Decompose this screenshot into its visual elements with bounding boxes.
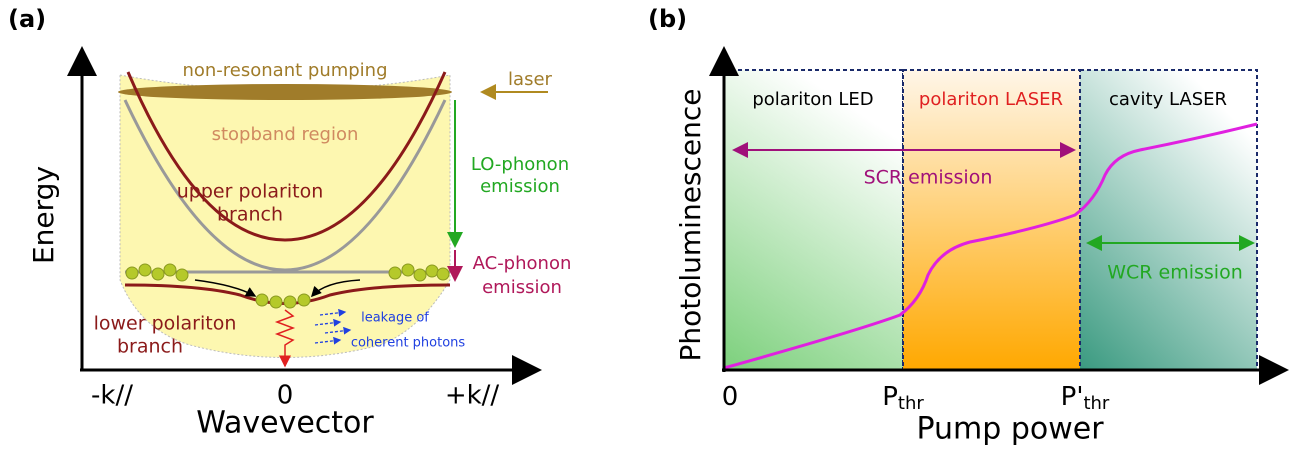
lo-label: emission [480,176,560,197]
region-led [724,70,903,370]
scr-label: SCR emission [864,167,993,189]
figure: (a) non-resonant pumping laser stopband … [0,0,1309,450]
x-tick-label: 0 [277,381,294,411]
x-tick-label: -k// [91,381,133,411]
upper-branch-label: upper polariton [177,181,324,203]
panel-b: (b) polariton LED polariton LASER cavity… [648,5,1283,447]
x-tick-label: P'thr [1061,382,1110,415]
stopband-label: stopband region [212,124,359,145]
region-label: polariton LASER [919,89,1063,110]
panel-label: (a) [8,5,46,33]
x-tick-label: Pthr [882,382,924,415]
y-axis-title: Energy [27,166,60,264]
leakage-label: leakage of [361,311,429,326]
region-polariton-laser [903,70,1080,370]
x-tick-label: +k// [445,381,500,411]
ac-label: emission [482,277,562,298]
x-axis-title: Wavevector [196,406,374,441]
upper-branch-label: branch [217,204,283,226]
region-label: polariton LED [752,89,873,110]
region-cavity-laser [1080,70,1257,370]
lower-branch-label: lower polariton [94,313,237,335]
panel-label: (b) [648,5,687,33]
lower-branch-label: branch [117,336,183,358]
leakage-label: coherent photons [351,336,466,351]
wcr-label: WCR emission [1107,262,1243,284]
panel-a: (a) non-resonant pumping laser stopband … [8,5,571,441]
pumping-label: non-resonant pumping [182,60,387,81]
pump-beam [118,84,452,100]
x-tick-label: 0 [722,382,739,412]
region-label: cavity LASER [1109,89,1227,110]
x-axis-title: Pump power [916,412,1104,447]
y-axis-title: Photoluminescence [674,89,707,362]
laser-label: laser [508,69,552,90]
lo-label: LO-phonon [471,154,569,175]
ac-label: AC-phonon [473,253,572,274]
